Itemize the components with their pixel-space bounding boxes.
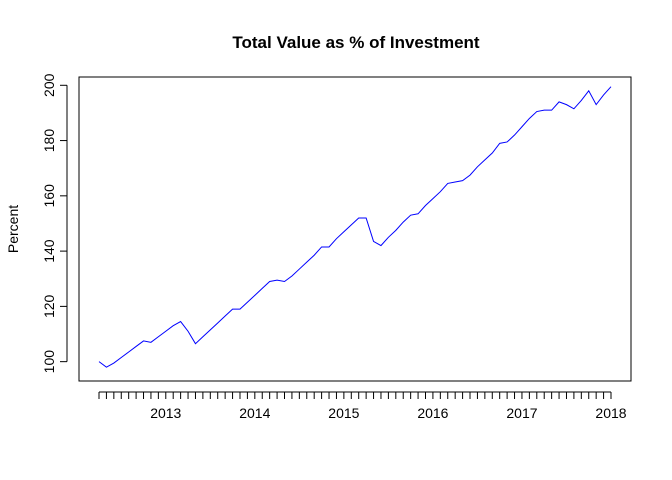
x-tick-label: 2015 <box>328 405 359 421</box>
y-tick-label: 180 <box>41 129 57 153</box>
plot-frame <box>78 76 632 382</box>
y-tick-label: 160 <box>41 184 57 208</box>
series-line-0 <box>98 86 612 368</box>
x-tick-label: 2017 <box>506 405 537 421</box>
x-tick-label: 2013 <box>150 405 181 421</box>
y-axis-label: Percent <box>5 205 21 253</box>
y-tick-label: 100 <box>41 350 57 374</box>
y-axis: 100 120 140 160 180 200 <box>41 73 68 374</box>
chart-title: Total Value as % of Investment <box>232 33 480 52</box>
x-tick-label: 2014 <box>239 405 270 421</box>
y-tick-label: 140 <box>41 239 57 263</box>
series-layer <box>98 86 612 368</box>
x-tick-label: 2016 <box>417 405 448 421</box>
x-axis: 2013 2014 2015 2016 2017 2018 <box>98 391 627 421</box>
y-tick-label: 200 <box>41 73 57 97</box>
y-tick-label: 120 <box>41 294 57 318</box>
x-tick-label: 2018 <box>595 405 626 421</box>
